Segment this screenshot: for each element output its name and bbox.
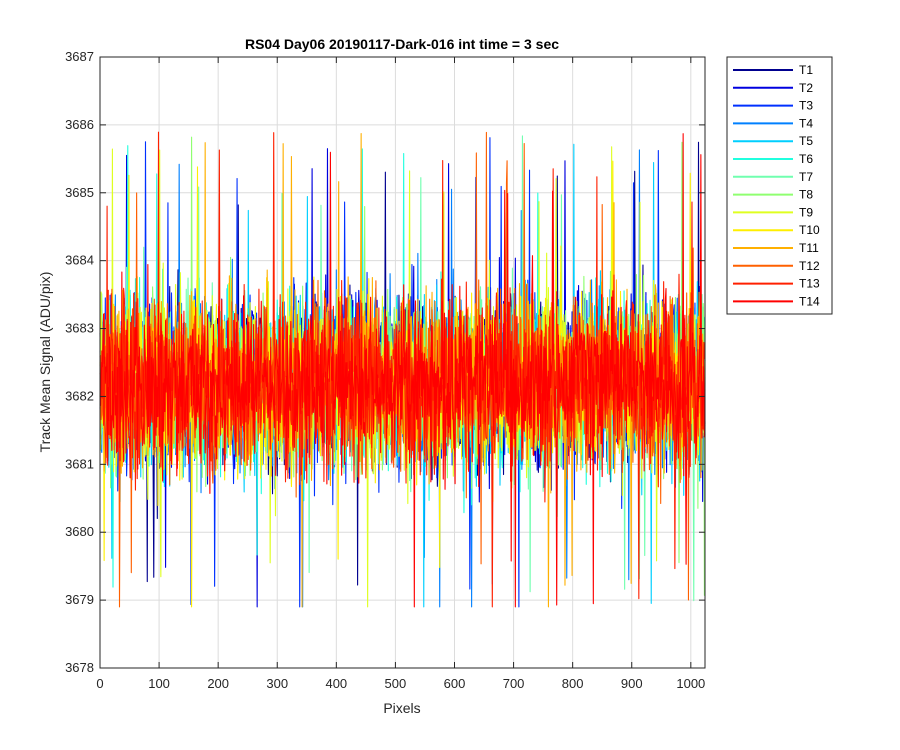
legend-label-t3: T3 xyxy=(799,99,813,113)
x-tick-label: 600 xyxy=(444,676,466,691)
y-tick-label: 3678 xyxy=(65,660,94,675)
y-axis-label: Track Mean Signal (ADU/pix) xyxy=(37,272,53,453)
legend-label-t9: T9 xyxy=(799,205,813,219)
y-tick-label: 3685 xyxy=(65,185,94,200)
legend-label-t5: T5 xyxy=(799,134,813,148)
legend-label-t11: T11 xyxy=(799,241,819,255)
series-lines xyxy=(99,131,706,608)
legend-label-t13: T13 xyxy=(799,277,820,291)
y-tick-label: 3680 xyxy=(65,524,94,539)
legend-label-t10: T10 xyxy=(799,223,820,237)
series-line-t14 xyxy=(99,133,706,608)
chart-title: RS04 Day06 20190117-Dark-016 int time = … xyxy=(245,36,559,52)
x-tick-label: 0 xyxy=(96,676,103,691)
x-tick-label: 900 xyxy=(621,676,643,691)
legend: T1 T2 T3 T4 T5 T6 T7 T8 T9 T10 T11 T12 T13 T14 xyxy=(726,56,833,315)
plot-frame xyxy=(99,56,706,669)
legend-label-t8: T8 xyxy=(799,188,813,202)
legend-label-t14: T14 xyxy=(799,294,820,308)
x-tick-label: 200 xyxy=(207,676,229,691)
y-tick-label: 3686 xyxy=(65,117,94,132)
axis-ticks: 0 100 200 300 400 500 600 700 800 900 1000 3678 3679… xyxy=(65,49,705,691)
legend-label-t1: T1 xyxy=(799,63,813,77)
x-tick-label: 700 xyxy=(503,676,525,691)
y-tick-label: 3683 xyxy=(65,321,94,336)
plot-area: 0 100 200 300 400 500 600 700 800 900 1000 3678 3679… xyxy=(65,49,706,691)
legend-label-t7: T7 xyxy=(799,170,813,184)
x-axis-label: Pixels xyxy=(383,700,420,716)
x-tick-label: 800 xyxy=(562,676,584,691)
legend-label-t4: T4 xyxy=(799,116,813,130)
x-tick-label: 1000 xyxy=(676,676,705,691)
legend-label-t6: T6 xyxy=(799,152,813,166)
x-tick-label: 400 xyxy=(325,676,347,691)
y-tick-label: 3681 xyxy=(65,456,94,471)
legend-label-t12: T12 xyxy=(799,259,820,273)
x-tick-label: 500 xyxy=(385,676,407,691)
legend-box xyxy=(726,56,833,315)
y-tick-label: 3679 xyxy=(65,592,94,607)
y-tick-label: 3682 xyxy=(65,388,94,403)
x-tick-label: 300 xyxy=(266,676,288,691)
x-tick-label: 100 xyxy=(148,676,170,691)
y-tick-label: 3684 xyxy=(65,253,94,268)
y-tick-label: 3687 xyxy=(65,49,94,64)
legend-label-t2: T2 xyxy=(799,81,813,95)
